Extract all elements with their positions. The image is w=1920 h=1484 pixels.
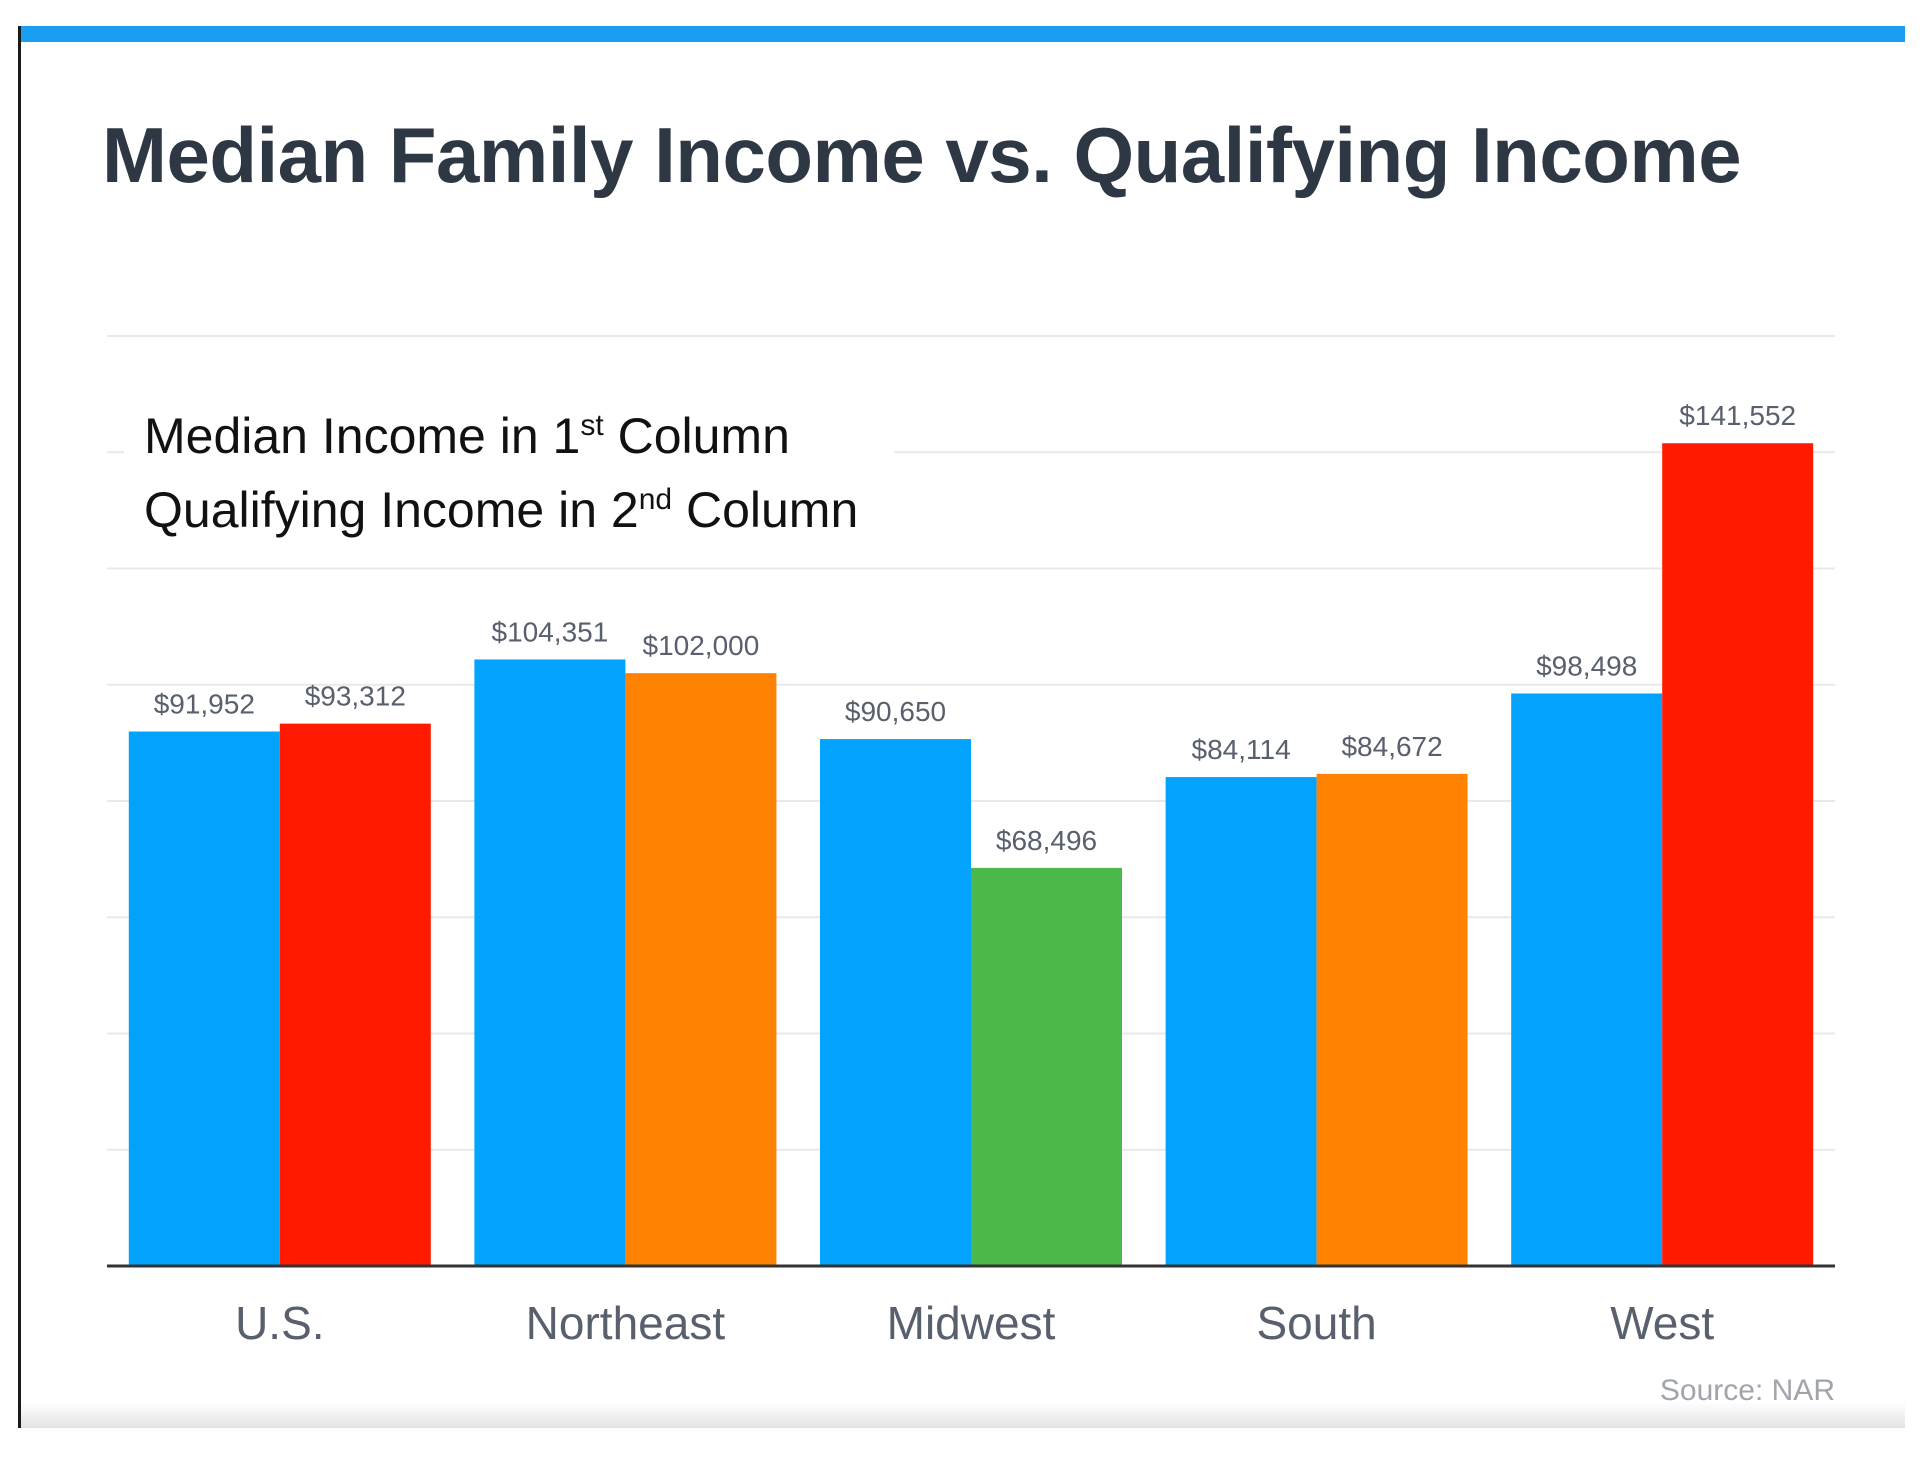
category-label: West: [1610, 1297, 1714, 1349]
bar: [279, 723, 431, 1266]
data-label: $84,114: [1192, 734, 1291, 765]
bottom-fade: [21, 1402, 1905, 1428]
legend-note: Median Income in 1st Column Qualifying I…: [124, 386, 895, 550]
category-label: U.S.: [235, 1297, 324, 1349]
data-label: $102,000: [643, 630, 760, 661]
source-note: Source: NAR: [1660, 1374, 1835, 1407]
bar: [1662, 443, 1814, 1266]
bar: [820, 739, 971, 1266]
data-label: $68,496: [996, 825, 1097, 856]
category-label: South: [1256, 1297, 1376, 1349]
data-label: $93,312: [305, 681, 406, 712]
legend-note-qualifying-line: Qualifying Income in 2nd Column: [144, 482, 859, 538]
slide: Median Family Income vs. Qualifying Inco…: [18, 26, 1905, 1428]
category-label: Northeast: [526, 1297, 726, 1349]
data-label: $84,672: [1341, 731, 1442, 762]
data-label: $90,650: [845, 696, 946, 727]
bar: [128, 731, 280, 1266]
top-accent-bar: [21, 26, 1905, 42]
bar: [1165, 777, 1317, 1266]
bar: [971, 867, 1122, 1266]
chart-title: Median Family Income vs. Qualifying Inco…: [102, 111, 1742, 199]
bar-chart: $91,952 $93,312 U.S. $104,351 $102,000 Northe…: [107, 335, 1835, 1407]
bar: [1511, 693, 1663, 1266]
legend-note-median-line: Median Income in 1st Column: [144, 408, 790, 464]
bar: [1316, 773, 1468, 1266]
bar: [625, 673, 777, 1266]
data-label: $141,552: [1679, 400, 1796, 431]
bar: [474, 659, 626, 1266]
data-label: $98,498: [1536, 650, 1637, 681]
category-label: Midwest: [887, 1297, 1056, 1349]
data-label: $91,952: [154, 689, 255, 720]
data-label: $104,351: [492, 616, 609, 647]
